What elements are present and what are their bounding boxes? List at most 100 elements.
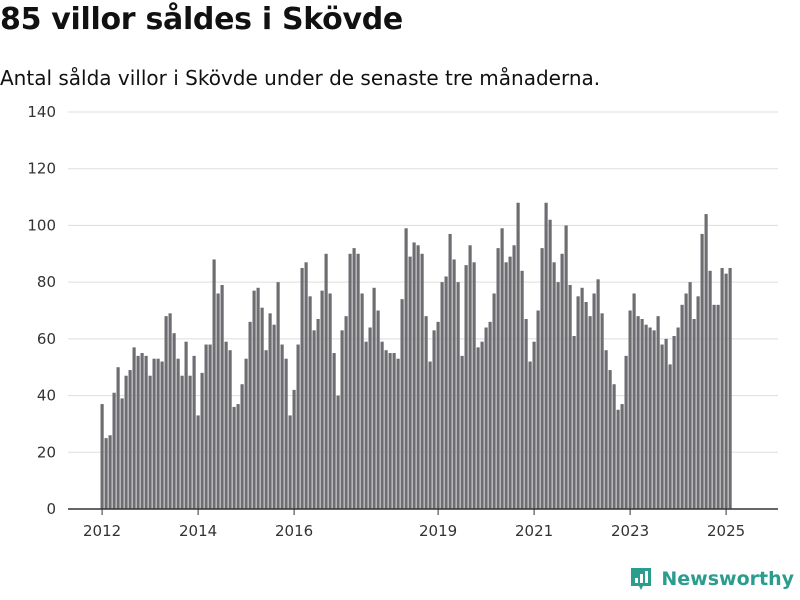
bar [124,375,128,509]
y-tick-label: 60 [37,330,56,348]
bar [128,370,132,509]
bar [112,392,116,509]
bar [368,327,372,509]
bar [428,361,432,509]
bar [252,290,256,509]
brand-logo: Newsworthy [629,566,794,592]
bar [528,361,532,509]
bar [612,384,616,509]
bar [476,347,480,509]
value-label: 85 [724,0,744,4]
bar [464,265,468,509]
bar [432,330,436,509]
bar [168,313,172,509]
bar [152,358,156,509]
bar [104,438,108,509]
bar [580,287,584,509]
bar [352,248,356,509]
bar [312,330,316,509]
bar [636,316,640,509]
bar [720,267,724,509]
bar [532,341,536,509]
bar [624,355,628,509]
y-tick-label: 40 [37,387,56,405]
x-tick-label: 2014 [179,522,217,540]
bar [196,415,200,509]
bar [240,384,244,509]
bar [388,353,392,509]
bar [100,404,104,509]
bar [536,310,540,509]
bar [584,301,588,509]
bar [332,353,336,509]
bar [220,284,224,509]
bar [344,316,348,509]
bar [180,375,184,509]
bar [628,310,632,509]
bar [308,296,312,509]
bar [148,375,152,509]
bar [376,310,380,509]
bar [500,228,504,509]
bar [424,316,428,509]
bar [676,327,680,509]
bar [316,319,320,509]
bar [200,372,204,509]
y-tick-label: 80 [37,273,56,291]
bar [672,336,676,509]
bar [692,319,696,509]
bar [468,245,472,509]
bar [512,245,516,509]
bar [268,313,272,509]
bar [404,228,408,509]
bar [276,282,280,509]
bar [652,330,656,509]
bar [256,287,260,509]
bar [480,341,484,509]
bar [668,364,672,509]
bar [484,327,488,509]
bar [548,219,552,509]
bar [412,242,416,509]
bar [304,262,308,509]
bar [176,358,180,509]
bar [568,284,572,509]
bar [416,245,420,509]
bar [520,270,524,509]
bar [408,256,412,509]
y-tick-label: 100 [27,216,56,234]
bar [392,353,396,509]
chart-subtitle: Antal sålda villor i Skövde under de sen… [0,66,601,90]
x-tick-label: 2023 [611,522,649,540]
bar [516,202,520,509]
bar [456,282,460,509]
bar [452,259,456,509]
bar [236,404,240,509]
bar [608,370,612,509]
bar [188,375,192,509]
bar [228,350,232,509]
x-tick-label: 2012 [83,522,121,540]
bar [364,341,368,509]
bar [260,307,264,509]
bar [700,233,704,509]
bar [684,293,688,509]
bar [680,304,684,509]
bar [552,262,556,509]
bar [560,253,564,509]
bar [460,355,464,509]
bar [572,336,576,509]
bar [648,327,652,509]
bar [164,316,168,509]
bar [144,355,148,509]
bar [108,435,112,509]
bar [696,296,700,509]
bar [120,398,124,509]
bar [384,350,388,509]
bar [616,409,620,509]
bar [596,279,600,509]
bar [396,358,400,509]
bar [472,262,476,509]
y-tick-label: 140 [27,103,56,121]
bar [400,299,404,509]
